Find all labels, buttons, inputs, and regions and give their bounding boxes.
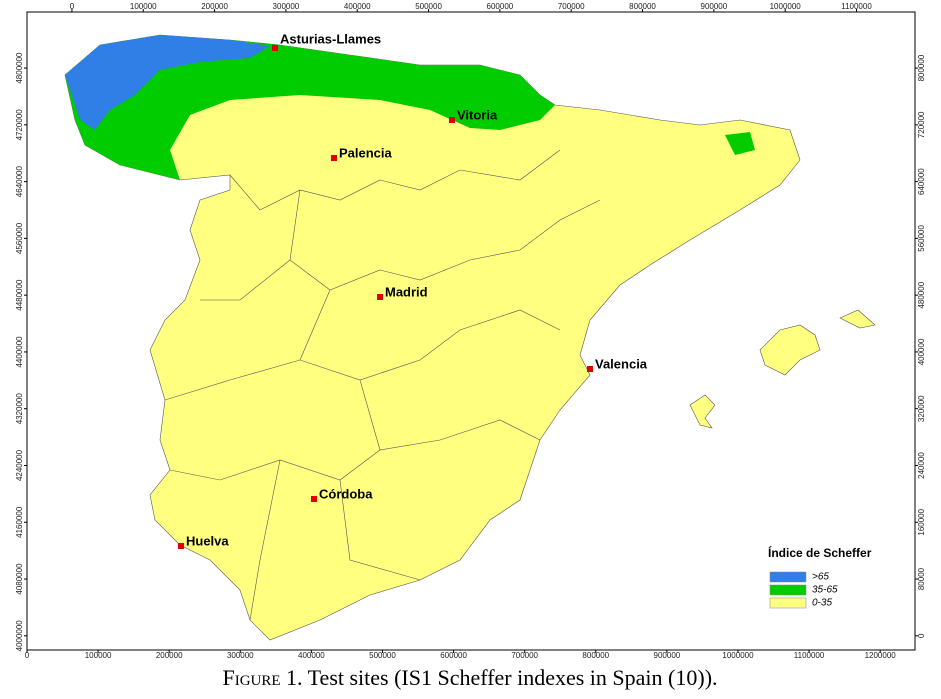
ibiza: [689, 394, 716, 429]
zone-gt-65: [65, 35, 270, 130]
x-tick-label: 1000000: [770, 2, 802, 11]
caption-text: Test sites (IS1 Scheffer indexes in Spai…: [308, 665, 718, 690]
x-tick-label: 800000: [629, 2, 656, 11]
y-tick-label: 4720000: [15, 109, 24, 141]
y-tick-label: 4400000: [15, 336, 24, 368]
y-tick-label: 4640000: [15, 165, 24, 197]
legend-swatch: [769, 597, 807, 609]
x-tick-label: 1100000: [794, 651, 825, 660]
site-marker: [331, 155, 337, 161]
site-marker: [178, 543, 184, 549]
mainland: [64, 34, 801, 641]
legend-title: Índice de Scheffer: [768, 545, 872, 560]
y-tick-label: 4560000: [15, 222, 24, 254]
x-tick-label: 100000: [130, 2, 157, 11]
x-tick-label: 900000: [654, 651, 681, 660]
x-tick-label: 200000: [156, 651, 183, 660]
x-tick-label: 800000: [582, 651, 609, 660]
site-label: Asturias-Llames: [280, 31, 381, 46]
legend: Índice de Scheffer: [768, 545, 872, 560]
x-tick-label: 200000: [201, 2, 228, 11]
y-tick-label: 0: [917, 633, 926, 638]
zone-35-65: [725, 132, 755, 155]
x-tick-label: 500000: [369, 651, 396, 660]
y-tick-label: 4160000: [15, 506, 24, 538]
site-marker: [311, 496, 317, 502]
x-tick-label: 1100000: [841, 2, 872, 11]
caption-label: Figure 1.: [222, 665, 302, 690]
site-label: Vitoria: [457, 107, 498, 122]
x-tick-label: 600000: [440, 651, 467, 660]
legend-label: 35-65: [812, 585, 838, 596]
site-marker: [377, 294, 383, 300]
site-label: Madrid: [385, 284, 428, 299]
y-tick-label: 160000: [917, 508, 926, 535]
caption: Figure 1. Test sites (IS1 Scheffer index…: [222, 665, 717, 690]
x-tick-label: 0: [25, 651, 30, 660]
x-tick-label: 0: [70, 2, 75, 11]
x-tick-label: 700000: [558, 2, 585, 11]
y-tick-label: 640000: [917, 168, 926, 195]
y-tick-label: 4800000: [15, 52, 24, 84]
y-tick-label: 480000: [917, 281, 926, 308]
site-label: Valencia: [595, 356, 648, 371]
land: [64, 34, 876, 641]
x-tick-label: 1200000: [865, 651, 897, 660]
y-tick-label: 4080000: [15, 563, 24, 595]
x-tick-label: 400000: [298, 651, 325, 660]
legend-label: 0-35: [812, 598, 832, 609]
site-marker: [272, 45, 278, 51]
x-tick-label: 400000: [344, 2, 371, 11]
x-tick-label: 300000: [227, 651, 254, 660]
legend-swatch: [769, 571, 807, 583]
y-tick-label: 720000: [917, 111, 926, 138]
x-tick-label: 900000: [701, 2, 728, 11]
x-tick-label: 300000: [273, 2, 300, 11]
y-tick-label: 4320000: [15, 393, 24, 425]
y-tick-label: 560000: [917, 224, 926, 251]
y-tick-label: 320000: [917, 395, 926, 422]
mallorca: [759, 324, 821, 376]
y-tick-label: 800000: [917, 54, 926, 81]
x-tick-label: 700000: [511, 651, 538, 660]
legend-swatch: [769, 584, 807, 596]
y-tick-label: 4480000: [15, 279, 24, 311]
site-label: Huelva: [186, 533, 229, 548]
x-tick-label: 1000000: [722, 651, 754, 660]
y-tick-label: 80000: [917, 567, 926, 590]
legend-label: >65: [812, 572, 829, 583]
menorca: [839, 309, 876, 329]
x-tick-label: 500000: [415, 2, 442, 11]
y-tick-label: 4000000: [15, 620, 24, 652]
x-tick-label: 100000: [85, 651, 112, 660]
y-tick-label: 400000: [917, 338, 926, 365]
y-tick-label: 4240000: [15, 449, 24, 481]
provinces: [164, 149, 601, 621]
y-tick-label: 240000: [917, 452, 926, 479]
x-tick-label: 600000: [487, 2, 514, 11]
site-marker: [587, 366, 593, 372]
zone-35-65: [65, 35, 555, 180]
site-label: Córdoba: [319, 486, 373, 501]
site-label: Palencia: [339, 145, 393, 160]
site-marker: [449, 117, 455, 123]
